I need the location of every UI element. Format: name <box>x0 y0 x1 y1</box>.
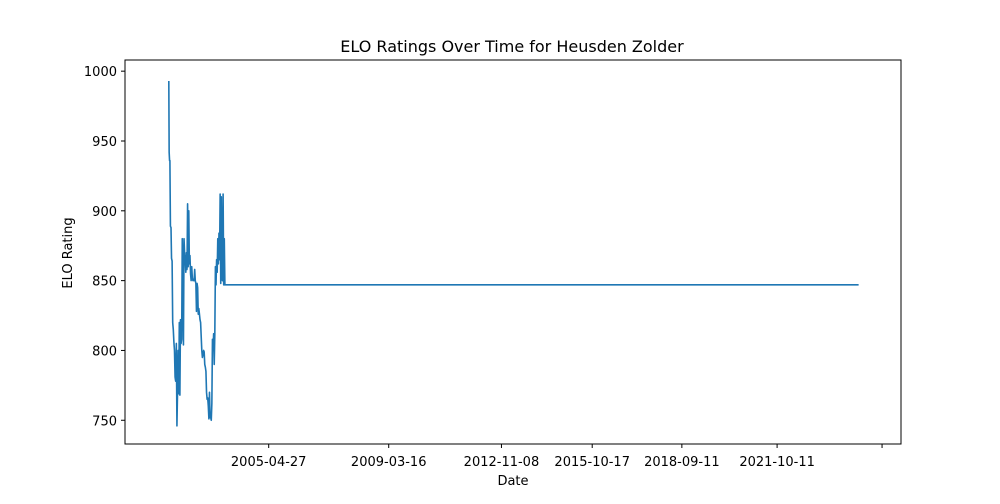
x-tick-label: 2009-03-16 <box>351 455 427 470</box>
x-tick-label: 2005-04-27 <box>231 455 307 470</box>
x-tick-label: 2015-10-17 <box>554 455 630 470</box>
y-tick-label: 750 <box>92 414 117 429</box>
x-tick-label: 2021-10-11 <box>739 455 815 470</box>
y-tick-label: 1000 <box>84 65 117 80</box>
plot-area <box>168 80 859 427</box>
y-tick-label: 900 <box>92 205 117 220</box>
x-tick-label: 2018-09-11 <box>644 455 720 470</box>
y-axis-label: ELO Rating <box>61 217 76 288</box>
tick-group: 750 800 850 900 950 1000 2005-04-27 2009-03-16 2… <box>84 65 883 470</box>
y-tick-label: 850 <box>92 275 117 290</box>
series-line <box>168 80 859 427</box>
x-axis-label: Date <box>497 474 528 489</box>
y-tick-label: 950 <box>92 135 117 150</box>
axes-frame <box>124 59 902 445</box>
chart-title: ELO Ratings Over Time for Heusden Zolder <box>340 37 684 56</box>
x-tick-label: 2012-11-08 <box>464 455 540 470</box>
y-tick-label: 800 <box>92 344 117 359</box>
